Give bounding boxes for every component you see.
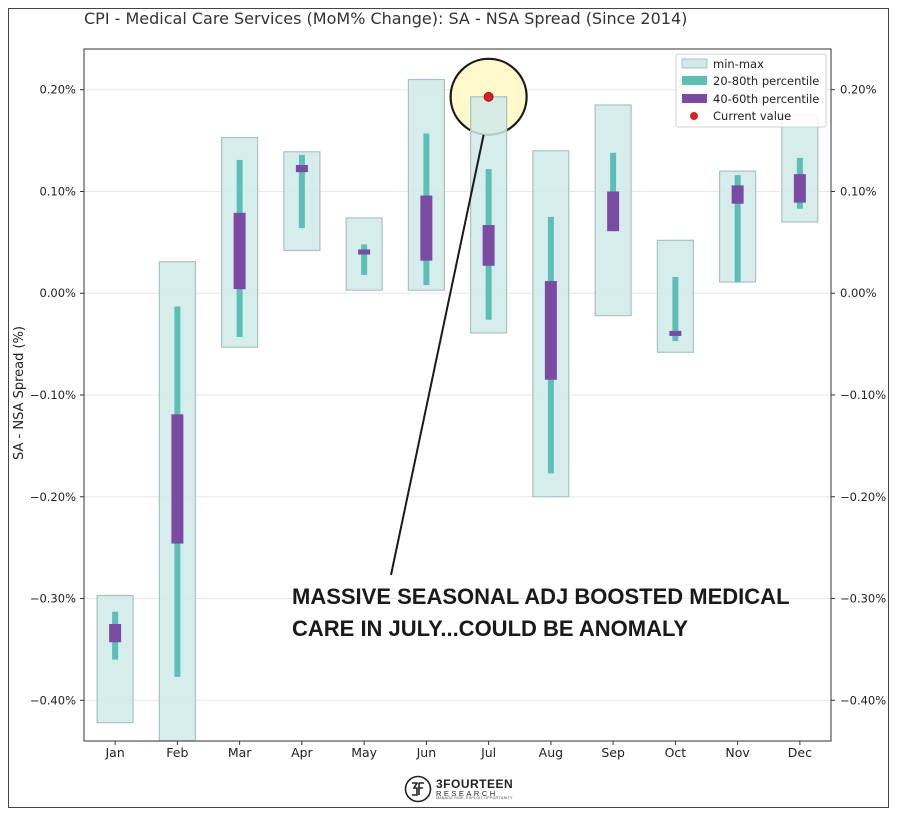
percentile-20-80-bar: [734, 175, 741, 283]
percentile-40-60-bar: [358, 249, 371, 255]
legend-label: min-max: [713, 57, 764, 71]
annotation-text-line: MASSIVE SEASONAL ADJ BOOSTED MEDICAL: [292, 584, 790, 609]
x-tick-label: Jul: [480, 745, 496, 760]
x-tick-label: Dec: [788, 745, 812, 760]
percentile-40-60-bar: [171, 414, 184, 544]
legend-swatch-current: [690, 112, 698, 120]
percentile-40-60-bar: [793, 174, 806, 203]
percentile-40-60-bar: [607, 191, 620, 232]
x-tick-label: Sep: [601, 745, 625, 760]
x-tick-label: Jan: [104, 745, 124, 760]
x-tick-label: Mar: [228, 745, 252, 760]
gridlines: [84, 89, 831, 701]
percentile-40-60-bar: [731, 185, 744, 204]
y-tick-label-right: −0.20%: [840, 490, 886, 504]
chart-title: CPI - Medical Care Services (MoM% Change…: [84, 9, 688, 28]
percentile-40-60-bar: [233, 212, 246, 290]
percentile-40-60-bar: [109, 623, 122, 643]
y-tick-label-left: −0.40%: [30, 693, 76, 707]
y-tick-label-left: −0.30%: [30, 592, 76, 606]
x-tick-label: Nov: [725, 745, 750, 760]
x-tick-label: Jun: [416, 745, 437, 760]
y-tick-label-right: 0.20%: [840, 83, 877, 97]
percentile-40-60-bar: [420, 195, 433, 261]
x-tick-label: Feb: [166, 745, 188, 760]
percentile-20-80-bar: [361, 244, 368, 275]
y-tick-label-left: −0.10%: [30, 388, 76, 402]
x-tick-label: Oct: [665, 745, 687, 760]
y-tick-label-left: 0.20%: [39, 83, 76, 97]
y-tick-label-right: 0.10%: [840, 184, 877, 198]
logo-mark-icon: [404, 775, 432, 803]
current-value-point: [483, 91, 494, 102]
logo-name: 3FOURTEEN: [436, 776, 514, 791]
x-tick-label: Aug: [539, 745, 563, 760]
y-tick-label-right: −0.10%: [840, 388, 886, 402]
legend-label: Current value: [713, 109, 791, 123]
y-axis-label: SA - NSA Spread (%): [12, 326, 27, 460]
y-tick-label-left: 0.10%: [39, 184, 76, 198]
legend-swatch-minmax: [681, 58, 708, 69]
annotation: MASSIVE SEASONAL ADJ BOOSTED MEDICAL CARE…: [292, 134, 790, 641]
y-tick-label-left: 0.00%: [39, 286, 76, 300]
percentile-40-60-bar: [544, 281, 557, 380]
annotation-pointer-line: [390, 134, 485, 576]
axis-ticks: 0.20% 0.20% 0.10% 0.10% 0.00% 0.00% −0.10% −0.1…: [30, 83, 886, 760]
logo-tagline: MANAGE RISK. EXPLOIT OPPORTUNITY: [436, 796, 513, 800]
y-tick-label-right: 0.00%: [840, 286, 877, 300]
legend-swatch-20-80: [682, 76, 707, 85]
annotation-text-line: CARE IN JULY...COULD BE ANOMALY: [292, 616, 688, 641]
y-tick-label-right: −0.40%: [840, 693, 886, 707]
y-tick-label-left: −0.20%: [30, 490, 76, 504]
logo-sub: RESEARCH: [436, 788, 498, 798]
legend-swatch-40-60: [682, 94, 707, 103]
y-tick-label-right: −0.30%: [840, 592, 886, 606]
legend-label: 40-60th percentile: [713, 92, 819, 106]
percentile-20-80-bar: [672, 276, 679, 342]
percentile-40-60-bar: [295, 165, 308, 173]
legend-label: 20-80th percentile: [713, 74, 819, 88]
legend: min-max 20-80th percentile 40-60th percent…: [675, 53, 827, 128]
logo: 3FOURTEEN RESEARCH MANAGE RISK. EXPLOIT …: [404, 775, 513, 803]
x-tick-label: May: [351, 745, 377, 760]
percentile-20-80-bar: [298, 154, 305, 229]
chart-frame: [8, 8, 889, 808]
percentile-40-60-bar: [482, 225, 495, 266]
x-tick-label: Apr: [291, 745, 313, 760]
range-boxes: [96, 57, 819, 742]
legend-box: [675, 53, 827, 128]
percentile-40-60-bar: [669, 330, 682, 336]
